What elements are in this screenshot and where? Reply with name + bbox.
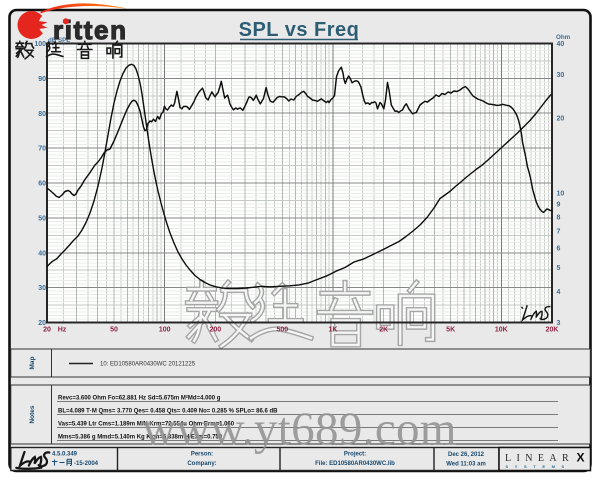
svg-text:1K: 1K — [329, 327, 338, 334]
svg-text:10K: 10K — [495, 327, 508, 334]
svg-text:dB SPL: dB SPL — [48, 37, 70, 44]
svg-text:Notes: Notes — [29, 405, 36, 423]
svg-text:Ohm: Ohm — [556, 34, 571, 41]
svg-text:30: 30 — [38, 285, 46, 292]
svg-text:-15-2004: -15-2004 — [74, 461, 99, 467]
svg-text:Vas=5.439 Ltr Cms=1.189m M/N: Vas=5.439 Ltr Cms=1.189m M/N Krm=72.554u… — [58, 422, 235, 428]
svg-text:6: 6 — [557, 245, 561, 252]
svg-text:Dec 26, 2012: Dec 26, 2012 — [448, 452, 485, 458]
svg-text:Person:: Person: — [191, 452, 213, 458]
svg-text:10: ED10580AR0430WC 20121225: 10: ED10580AR0430WC 20121225 — [100, 362, 196, 368]
svg-text:20: 20 — [43, 327, 51, 334]
svg-text:50: 50 — [38, 215, 46, 222]
svg-text:100: 100 — [159, 327, 171, 334]
svg-text:File: ED10580AR0430WC.lib: File: ED10580AR0430WC.lib — [315, 461, 395, 467]
svg-text:Wed 11:03 am: Wed 11:03 am — [446, 462, 486, 468]
svg-text:Map: Map — [29, 356, 36, 369]
svg-text:LINEAR: LINEAR — [505, 453, 574, 464]
svg-text:X: X — [577, 451, 585, 465]
svg-text:8: 8 — [557, 214, 561, 221]
svg-text:Project:: Project: — [344, 452, 366, 458]
svg-text:40: 40 — [557, 41, 565, 48]
svg-text:4: 4 — [557, 289, 561, 296]
svg-text:20: 20 — [38, 320, 46, 327]
svg-text:200: 200 — [209, 327, 221, 334]
svg-text:20: 20 — [557, 116, 565, 123]
svg-text:4.5.0.349: 4.5.0.349 — [52, 452, 78, 458]
svg-text:20K: 20K — [546, 327, 559, 334]
svg-text:7: 7 — [557, 229, 561, 236]
svg-text:60: 60 — [38, 181, 46, 188]
svg-text:70: 70 — [38, 146, 46, 153]
svg-text:80: 80 — [38, 111, 46, 118]
svg-text:10: 10 — [557, 190, 565, 197]
svg-text:500: 500 — [276, 327, 288, 334]
svg-text:5: 5 — [557, 265, 561, 272]
svg-text:50: 50 — [110, 327, 118, 334]
svg-text:9: 9 — [557, 202, 561, 209]
svg-text:SYSTEMS: SYSTEMS — [506, 464, 571, 469]
svg-text:100: 100 — [34, 41, 46, 48]
svg-text:Company:: Company: — [187, 461, 216, 467]
svg-text:30: 30 — [557, 72, 565, 79]
svg-text:BL=4.089 T·M Qms= 3.770 Qes=: BL=4.089 T·M Qms= 3.770 Qes= 0.458 Qts= … — [58, 409, 278, 415]
svg-text:5K: 5K — [446, 327, 455, 334]
svg-text:www.yt689.com: www.yt689.com — [142, 403, 457, 455]
svg-text:Hz: Hz — [58, 327, 67, 334]
svg-text:2K: 2K — [379, 327, 388, 334]
svg-text:SPL vs Freq: SPL vs Freq — [239, 19, 360, 41]
svg-text:90: 90 — [38, 76, 46, 83]
svg-text:Mms=5.386 g Mmd=5.140m Kg Kx: Mms=5.386 g Mmd=5.140m Kg Kxm=6.338m H E… — [58, 435, 223, 441]
svg-text:3: 3 — [557, 320, 561, 327]
svg-text:Revc=3.600 Ohm Fo=62.881 Hz: Revc=3.600 Ohm Fo=62.881 Hz Sd=5.675m M²… — [58, 395, 221, 402]
svg-text:40: 40 — [38, 250, 46, 257]
